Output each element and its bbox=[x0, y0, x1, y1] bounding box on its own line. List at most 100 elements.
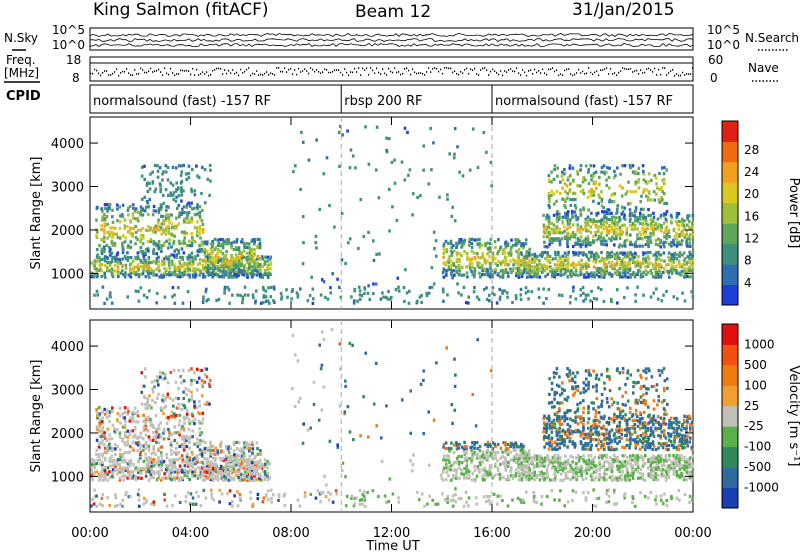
range-gate-cell bbox=[629, 217, 632, 221]
range-gate-cell bbox=[499, 263, 503, 267]
range-gate-cell bbox=[229, 271, 233, 275]
nave-point bbox=[146, 71, 148, 74]
range-gate-cell bbox=[123, 273, 127, 277]
range-gate-cell bbox=[98, 472, 101, 476]
range-gate-cell bbox=[685, 267, 688, 271]
nave-point bbox=[634, 70, 636, 72]
range-gate-cell bbox=[103, 263, 107, 267]
range-gate-cell bbox=[240, 466, 243, 470]
range-gate-cell bbox=[530, 290, 534, 294]
range-gate-cell bbox=[162, 259, 166, 263]
range-gate-cell bbox=[123, 433, 127, 437]
range-gate-cell bbox=[626, 474, 629, 478]
range-gate-cell bbox=[100, 441, 103, 445]
nave-point bbox=[456, 72, 458, 75]
range-gate-cell bbox=[505, 460, 508, 464]
range-gate-cell bbox=[663, 201, 666, 206]
range-gate-cell bbox=[591, 221, 595, 225]
range-gate-cell bbox=[465, 445, 468, 449]
range-gate-cell bbox=[255, 470, 259, 474]
range-gate-cell bbox=[119, 214, 122, 218]
range-gate-cell bbox=[594, 223, 598, 227]
range-gate-cell bbox=[618, 263, 622, 267]
range-gate-cell bbox=[164, 396, 167, 400]
nave-point bbox=[302, 70, 304, 72]
range-gate-cell bbox=[554, 271, 557, 275]
range-gate-cell bbox=[457, 291, 460, 295]
range-gate-cell bbox=[170, 222, 174, 226]
range-gate-cell bbox=[600, 465, 604, 470]
range-gate-cell bbox=[641, 218, 645, 222]
range-gate-cell bbox=[256, 255, 260, 259]
range-gate-cell bbox=[251, 447, 255, 451]
range-gate-cell bbox=[181, 445, 184, 449]
range-gate-cell bbox=[161, 398, 164, 402]
range-gate-cell bbox=[543, 476, 547, 480]
range-gate-cell bbox=[198, 224, 202, 229]
range-gate-cell bbox=[165, 226, 168, 230]
range-gate-cell bbox=[136, 251, 140, 255]
range-gate-cell bbox=[587, 189, 591, 193]
range-gate-cell bbox=[571, 244, 575, 249]
range-gate-cell bbox=[506, 474, 510, 478]
range-gate-cell bbox=[170, 452, 173, 456]
range-gate-cell bbox=[476, 447, 480, 451]
range-gate-cell bbox=[142, 255, 146, 259]
range-gate-cell bbox=[224, 263, 228, 267]
range-gate-cell bbox=[597, 275, 601, 279]
range-gate-cell bbox=[454, 476, 458, 480]
range-gate-cell bbox=[368, 297, 372, 302]
range-gate-cell bbox=[193, 404, 196, 408]
range-gate-cell bbox=[569, 182, 572, 186]
freq-panel-frame bbox=[89, 56, 694, 82]
y-tick-label: 1000 bbox=[51, 267, 84, 282]
range-gate-cell bbox=[230, 468, 234, 473]
range-gate-cell bbox=[229, 464, 232, 468]
range-gate-cell bbox=[232, 269, 235, 273]
range-gate-cell bbox=[517, 263, 520, 267]
range-gate-cell bbox=[219, 444, 222, 448]
range-gate-cell bbox=[484, 244, 487, 248]
range-gate-cell bbox=[141, 197, 144, 201]
range-gate-cell bbox=[237, 246, 241, 250]
range-gate-cell bbox=[543, 458, 546, 462]
range-gate-cell bbox=[634, 299, 637, 303]
range-gate-cell bbox=[502, 460, 505, 464]
range-gate-cell bbox=[160, 408, 163, 412]
nave-point bbox=[490, 70, 492, 73]
range-gate-cell bbox=[504, 267, 508, 272]
range-gate-cell bbox=[164, 170, 168, 174]
range-gate-cell bbox=[582, 460, 586, 464]
range-gate-cell bbox=[131, 470, 135, 474]
noise-trace bbox=[89, 33, 694, 37]
range-gate-cell bbox=[201, 208, 204, 213]
range-gate-cell bbox=[255, 257, 259, 261]
range-gate-cell bbox=[605, 257, 609, 261]
range-gate-cell bbox=[473, 446, 476, 450]
range-gate-cell bbox=[572, 253, 576, 257]
range-gate-cell bbox=[110, 240, 114, 244]
range-gate-cell bbox=[358, 293, 362, 297]
range-gate-cell bbox=[473, 441, 477, 445]
range-gate-cell bbox=[590, 462, 594, 466]
range-gate-cell bbox=[592, 478, 596, 482]
range-gate-cell bbox=[144, 441, 148, 445]
range-gate-cell bbox=[527, 259, 531, 263]
range-gate-cell bbox=[217, 259, 221, 263]
range-gate-cell bbox=[159, 460, 163, 464]
range-gate-cell bbox=[180, 170, 183, 174]
range-gate-cell bbox=[258, 241, 262, 246]
nave-point bbox=[104, 70, 106, 72]
range-gate-cell bbox=[543, 245, 547, 249]
range-gate-cell bbox=[548, 254, 552, 258]
range-gate-cell bbox=[600, 258, 604, 263]
range-gate-cell bbox=[124, 419, 127, 423]
nave-point bbox=[344, 68, 346, 70]
range-gate-cell bbox=[108, 446, 112, 450]
range-gate-cell bbox=[504, 458, 507, 462]
range-gate-cell bbox=[154, 400, 157, 405]
range-gate-cell bbox=[255, 441, 259, 445]
range-gate-cell bbox=[683, 225, 686, 229]
range-gate-cell bbox=[177, 406, 181, 410]
range-gate-cell bbox=[657, 275, 660, 279]
